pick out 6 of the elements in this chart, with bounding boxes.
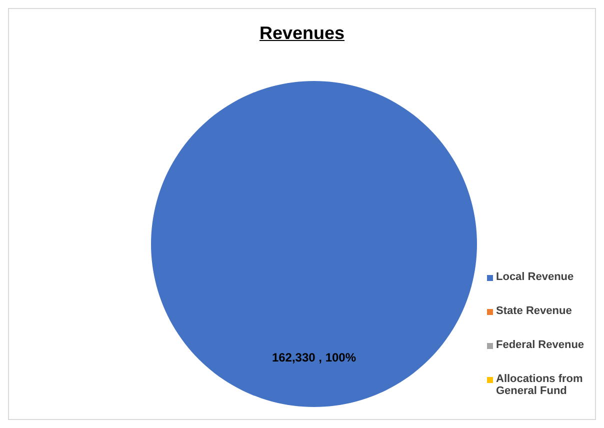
data-label: 162,330 , 100% <box>272 350 356 364</box>
legend-label: Allocations from General Fund <box>496 373 584 397</box>
legend-label: Federal Revenue <box>496 339 584 351</box>
legend-label: Local Revenue <box>496 271 574 283</box>
chart-title: Revenues <box>258 23 346 44</box>
legend-label: State Revenue <box>496 305 572 317</box>
